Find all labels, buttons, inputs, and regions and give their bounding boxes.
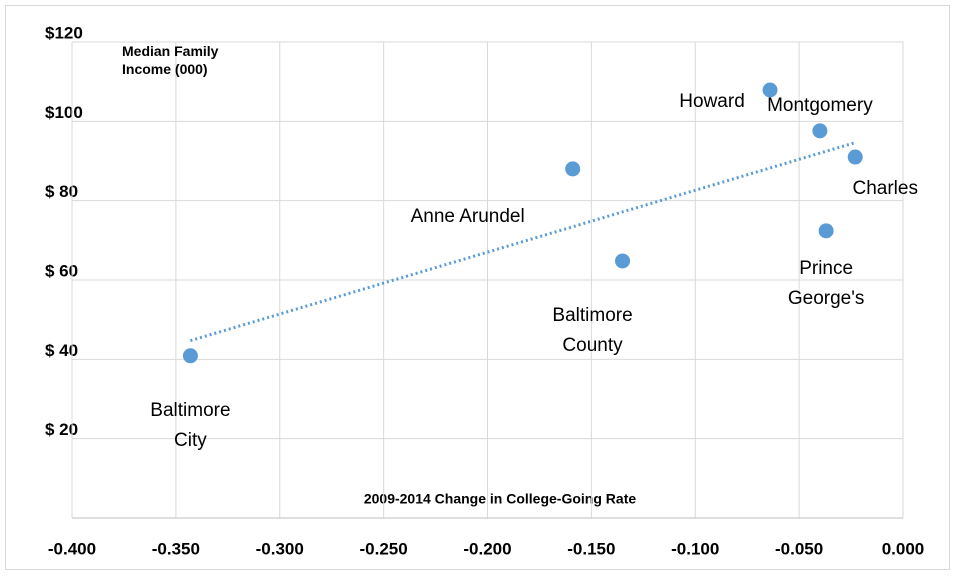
data-point <box>762 82 778 98</box>
y-tick-label: $120 <box>45 23 83 42</box>
data-point <box>818 223 834 239</box>
data-point <box>847 149 863 165</box>
point-label: Montgomery <box>767 95 873 116</box>
point-label: Anne Arundel <box>411 206 525 227</box>
y-axis-title: Median Family Income (000) <box>122 43 219 77</box>
y-tick-label: $ 20 <box>45 420 78 439</box>
data-point <box>182 348 198 364</box>
x-tick-label: -0.200 <box>463 539 511 558</box>
point-label: City <box>174 430 207 451</box>
data-point <box>615 253 631 269</box>
data-point <box>565 161 581 177</box>
x-tick-label: -0.100 <box>671 539 719 558</box>
point-label: Baltimore <box>552 305 632 326</box>
x-tick-label: -0.350 <box>152 539 200 558</box>
x-tick-label: -0.250 <box>360 539 408 558</box>
y-tick-label: $ 60 <box>45 261 78 280</box>
data-point <box>812 123 828 139</box>
x-tick-label: 0.000 <box>882 539 925 558</box>
point-label: Prince <box>799 258 853 279</box>
x-axis-title: 2009-2014 Change in College-Going Rate <box>364 491 637 507</box>
x-tick-label: -0.150 <box>567 539 615 558</box>
point-label: Baltimore <box>150 400 230 421</box>
point-label: Charles <box>852 178 917 199</box>
y-tick-label: $ 40 <box>45 341 78 360</box>
chart-border <box>5 5 950 570</box>
x-tick-label: -0.400 <box>48 539 96 558</box>
y-tick-label: $100 <box>45 103 83 122</box>
point-label: County <box>562 335 623 356</box>
point-label: George's <box>788 288 865 309</box>
y-tick-label: $ 80 <box>45 182 78 201</box>
point-label: Howard <box>679 91 744 112</box>
x-tick-label: -0.050 <box>775 539 823 558</box>
trendline <box>189 141 856 343</box>
x-tick-label: -0.300 <box>256 539 304 558</box>
